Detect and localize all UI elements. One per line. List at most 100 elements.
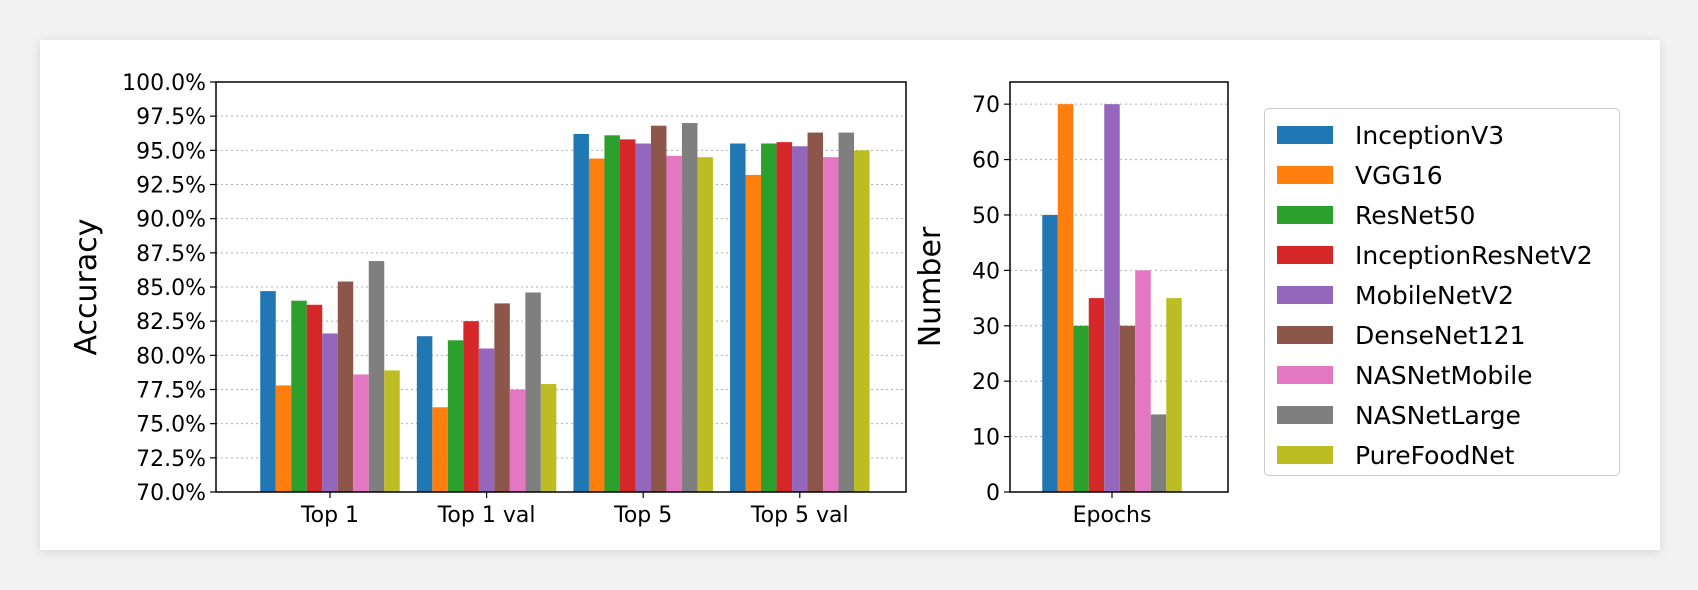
bar (730, 143, 746, 492)
bar (588, 158, 605, 493)
legend-swatch (1277, 286, 1333, 304)
y-tick-label: 60 (972, 149, 1000, 174)
bar (478, 348, 495, 492)
legend-swatch (1277, 246, 1333, 264)
y-tick-label: 97.5% (136, 105, 206, 130)
y-tick-label: 72.5% (136, 447, 206, 472)
bar (792, 146, 808, 492)
bar (776, 142, 793, 492)
legend-item: InceptionV3 (1265, 115, 1619, 155)
bar (1150, 414, 1167, 492)
bar (697, 157, 713, 492)
legend-swatch (1277, 366, 1333, 384)
x-tick-label: Top 5 val (750, 503, 849, 528)
chart-panel-2: 0 10 20 30 40 50 60 70 Epochs Number (913, 81, 1229, 528)
y-tick-label: 77.5% (136, 379, 206, 404)
legend-label: DenseNet121 (1355, 320, 1526, 350)
y-tick-label: 75.0% (136, 413, 206, 438)
legend-swatch (1277, 406, 1333, 424)
y-tick-label: 30 (972, 315, 1000, 340)
y-axis-label: Number (913, 226, 948, 347)
legend-label: MobileNetV2 (1355, 280, 1514, 310)
bar (432, 407, 448, 492)
bar (745, 174, 762, 492)
bar (368, 261, 385, 492)
bar (540, 384, 557, 492)
y-tick-label: 95.0% (136, 139, 206, 164)
legend-label: VGG16 (1355, 160, 1443, 190)
bar (322, 333, 338, 492)
bar (275, 385, 292, 492)
bar (619, 139, 636, 492)
bar (306, 304, 323, 492)
bar (761, 143, 777, 492)
y-tick-label: 0 (986, 481, 1000, 506)
y-tick-label: 40 (972, 259, 1000, 284)
bar (463, 321, 479, 492)
y-tick-label: 92.5% (136, 174, 206, 199)
bar (384, 370, 400, 492)
legend-item: InceptionResNetV2 (1265, 235, 1619, 275)
bar (447, 340, 464, 492)
bar (650, 125, 667, 492)
bar (838, 132, 855, 493)
bar (854, 150, 870, 493)
plot-frame (1009, 81, 1229, 493)
x-tick-label: Epochs (1073, 503, 1152, 528)
legend-swatch (1277, 126, 1333, 144)
y-tick-label: 10 (972, 426, 1000, 451)
legend-swatch (1277, 206, 1333, 224)
legend-item: PureFoodNet (1265, 435, 1619, 475)
legend-item: MobileNetV2 (1265, 275, 1619, 315)
bar (573, 133, 589, 492)
y-tick-label: 20 (972, 370, 1000, 395)
legend-swatch (1277, 446, 1333, 464)
legend-item: DenseNet121 (1265, 315, 1619, 355)
x-tick-label: Top 1 val (437, 503, 536, 528)
x-tick-label: Top 1 (300, 503, 359, 528)
legend-item: VGG16 (1265, 155, 1619, 195)
y-tick-label: 100.0% (122, 71, 206, 96)
legend-item: NASNetMobile (1265, 355, 1619, 395)
y-tick-label: 90.0% (136, 208, 206, 233)
bar (1057, 104, 1074, 492)
legend-label: NASNetLarge (1355, 400, 1521, 430)
chart-panel-1: 70.0% 72.5% 75.0% 77.5% 80.0% 82.5% 85.0% 87.5%… (69, 71, 907, 528)
bar (1073, 325, 1089, 492)
legend-label: PureFoodNet (1355, 440, 1515, 470)
legend-label: ResNet50 (1355, 200, 1476, 230)
legend-swatch (1277, 166, 1333, 184)
bar (337, 281, 354, 492)
bar (494, 303, 510, 492)
legend-swatch (1277, 326, 1333, 344)
plot-frame (215, 81, 907, 493)
bar (260, 291, 276, 492)
bar (1119, 325, 1136, 492)
y-axis-label: Accuracy (69, 219, 104, 356)
bar (525, 292, 541, 492)
bar (291, 300, 307, 492)
legend-label: InceptionV3 (1355, 120, 1505, 150)
y-tick-label: 70 (972, 93, 1000, 118)
y-tick-label: 85.0% (136, 276, 206, 301)
x-tick-label: Top 5 (613, 503, 672, 528)
bar (353, 374, 369, 492)
bar (1042, 214, 1058, 493)
legend-label: NASNetMobile (1355, 360, 1533, 390)
bar (416, 336, 433, 492)
y-tick-label: 80.0% (136, 344, 206, 369)
bar (681, 123, 698, 492)
y-tick-label: 50 (972, 204, 1000, 229)
bar (1135, 270, 1151, 492)
bar (635, 143, 651, 492)
bar (1088, 298, 1105, 492)
bar (666, 155, 682, 493)
y-tick-label: 87.5% (136, 242, 206, 267)
bar (1166, 298, 1182, 492)
bar (1104, 104, 1120, 492)
legend: InceptionV3 VGG16 ResNet50 InceptionResN… (1264, 108, 1620, 476)
y-tick-label: 82.5% (136, 310, 206, 335)
legend-item: ResNet50 (1265, 195, 1619, 235)
legend-label: InceptionResNetV2 (1355, 240, 1593, 270)
